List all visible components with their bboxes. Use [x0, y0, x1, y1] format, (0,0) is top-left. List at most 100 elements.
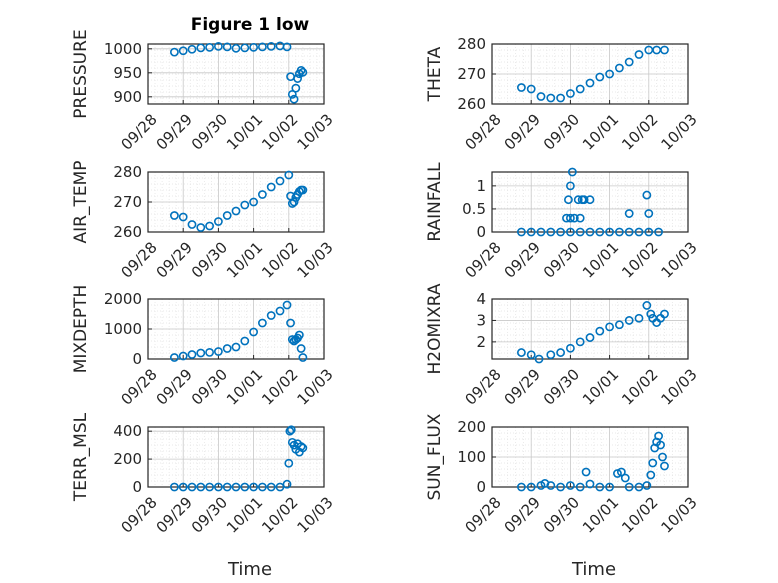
y-tick-label: 200 [457, 418, 486, 436]
data-point [585, 227, 595, 237]
data-point [534, 354, 544, 364]
data-point [634, 313, 644, 323]
data-point [634, 482, 644, 492]
data-point [585, 333, 595, 342]
data-point [564, 195, 573, 205]
y-tick-label: 280 [113, 163, 142, 181]
series-markers [169, 425, 308, 492]
data-point [284, 170, 294, 180]
data-point [566, 213, 575, 223]
data-point [282, 479, 292, 489]
y-axis-label: RAINFALL [425, 162, 445, 242]
y-tick-label: 400 [113, 422, 142, 440]
data-point [222, 42, 232, 52]
data-point [605, 69, 614, 79]
data-point [231, 43, 241, 53]
data-point [249, 327, 258, 337]
data-point [266, 482, 276, 492]
axes-box [491, 298, 689, 360]
data-point [196, 482, 206, 492]
data-point [642, 190, 652, 200]
data-point [298, 185, 308, 195]
data-point [556, 93, 565, 103]
axes-box [147, 426, 325, 488]
data-point [289, 197, 299, 207]
axes-box [491, 171, 689, 233]
data-point [624, 227, 634, 237]
series-markers [169, 170, 308, 232]
data-point [213, 347, 223, 356]
y-tick-label: 4 [476, 290, 486, 308]
data-point [579, 195, 589, 205]
data-point [296, 442, 306, 451]
data-point [275, 482, 285, 492]
data-point [291, 83, 301, 93]
y-axis-label: TERR_MSL [71, 412, 91, 502]
data-point [581, 467, 591, 477]
data-point [605, 482, 614, 492]
y-axis-label: SUN_FLUX [425, 413, 445, 500]
data-point [624, 57, 634, 67]
y-tick-label: 1000 [104, 40, 142, 58]
series-markers [517, 301, 669, 364]
data-point [257, 190, 267, 199]
data-point [287, 335, 297, 344]
data-point [285, 426, 295, 436]
data-point [169, 482, 179, 492]
data-point [275, 306, 285, 316]
plot-area [492, 299, 688, 359]
data-point [187, 44, 197, 54]
y-tick-label: 0 [132, 478, 142, 496]
data-point [660, 45, 669, 55]
data-point [187, 482, 197, 492]
data-point [294, 330, 304, 340]
axes-box [491, 43, 689, 105]
y-tick-label: 0 [476, 223, 486, 241]
data-point [187, 220, 197, 229]
data-point [178, 482, 188, 492]
data-point [231, 206, 241, 216]
data-point [284, 458, 294, 468]
y-tick-label: 100 [457, 448, 486, 466]
y-tick-label: 0 [132, 350, 142, 368]
data-point [605, 227, 614, 237]
data-point [187, 350, 197, 359]
data-point [178, 46, 188, 56]
data-point [526, 350, 536, 360]
data-point [575, 482, 585, 492]
data-point [566, 343, 575, 353]
data-point [595, 72, 605, 82]
data-point [257, 482, 267, 492]
data-point [654, 431, 663, 441]
data-point [205, 42, 214, 52]
series-markers [169, 41, 308, 104]
data-point [526, 227, 536, 237]
data-point [566, 481, 575, 490]
y-axis-label: H2OMIXRA [425, 283, 445, 374]
data-point [660, 461, 669, 471]
data-point [615, 320, 624, 330]
data-point [526, 482, 536, 492]
data-point [660, 309, 669, 319]
data-point [536, 92, 546, 101]
figure-title: Figure 1 low [191, 15, 310, 35]
data-point [296, 66, 306, 75]
data-point [178, 351, 188, 361]
data-point [566, 89, 575, 98]
data-point [240, 336, 250, 346]
data-point [257, 318, 267, 328]
data-point [293, 74, 302, 83]
data-point [298, 353, 308, 362]
data-point [556, 348, 565, 357]
data-point [615, 63, 624, 73]
data-point [257, 42, 267, 52]
data-point [298, 67, 308, 77]
y-axis-label: AIR_TEMP [71, 161, 91, 244]
series-markers [517, 431, 669, 492]
data-point [231, 342, 241, 352]
data-point [296, 344, 306, 353]
data-point [282, 42, 292, 52]
data-point [556, 482, 565, 492]
data-point [289, 94, 299, 104]
